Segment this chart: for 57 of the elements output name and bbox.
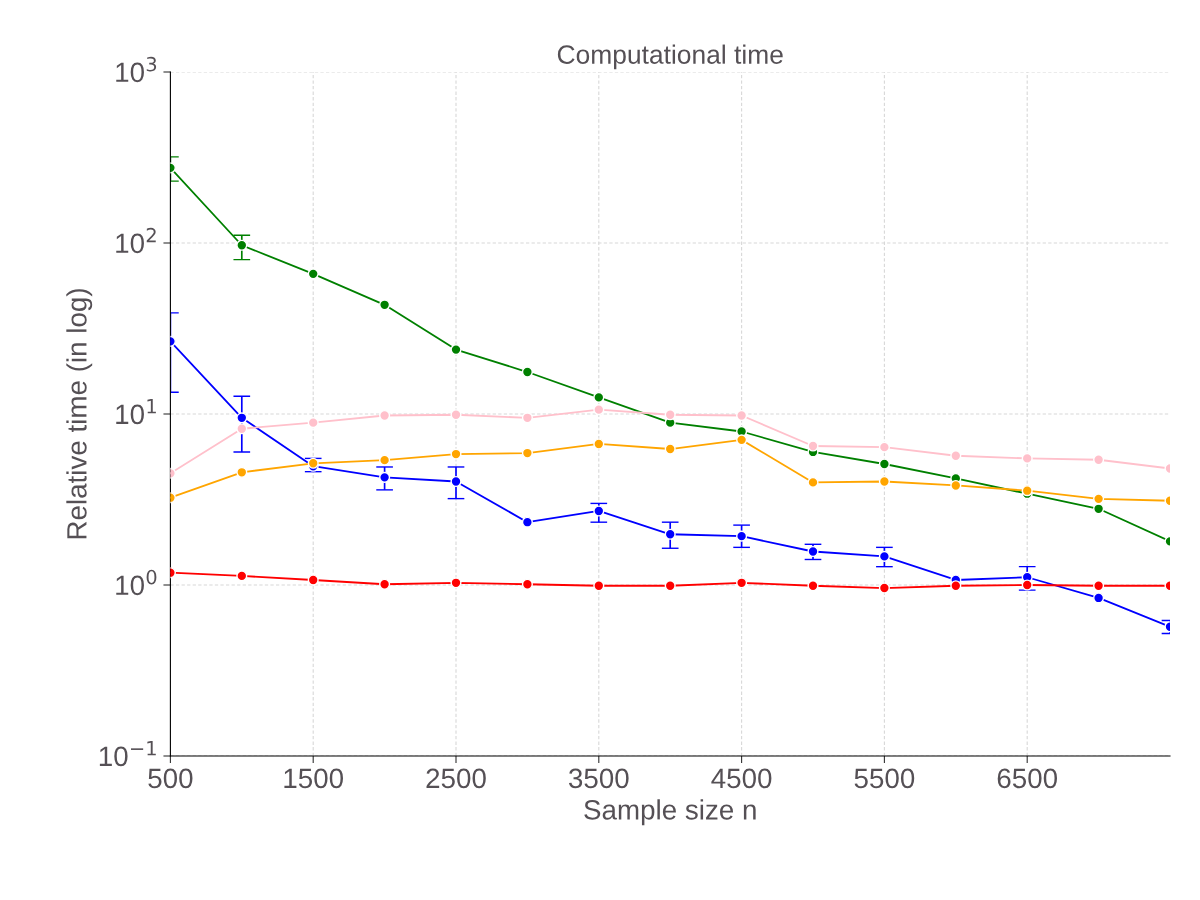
point: [1021, 452, 1033, 464]
point: [521, 447, 533, 459]
point: [736, 530, 748, 542]
x-tick-label: 500: [148, 768, 193, 789]
point: [450, 475, 462, 488]
x-tick-label: 2500: [426, 768, 486, 789]
point: [379, 471, 391, 483]
y-tick-label: 10$^{3}$: [116, 56, 157, 83]
x-tick-label: 3500: [568, 768, 629, 789]
x-tick-label: 1500: [284, 768, 344, 789]
point: [1093, 493, 1105, 505]
point: [450, 409, 462, 421]
point: [521, 578, 533, 590]
point: [450, 448, 462, 460]
point: [450, 577, 462, 589]
point: [593, 404, 605, 416]
point: [307, 417, 319, 429]
point: [379, 578, 391, 590]
y-tick-label: 10$^{1}$: [116, 399, 156, 425]
point: [236, 412, 248, 424]
y-tick-label: 10$^{0}$: [116, 569, 157, 596]
y-tick-label: 10$^{2}$: [116, 227, 156, 254]
y-axis-title: Relative time (in log): [66, 289, 93, 539]
point: [593, 438, 605, 450]
x-tick-label: 5500: [854, 768, 915, 789]
point: [736, 434, 748, 446]
chart-title: Computational time: [557, 44, 783, 70]
point: [736, 577, 748, 589]
point: [807, 476, 819, 488]
point: [593, 505, 605, 517]
point: [878, 475, 890, 488]
point: [521, 516, 533, 528]
x-tick-label: 4500: [711, 768, 772, 789]
point: [878, 582, 890, 594]
point: [236, 423, 248, 435]
point: [950, 479, 962, 492]
x-tick-label: 6500: [997, 768, 1058, 789]
point: [593, 391, 605, 403]
point: [807, 440, 819, 452]
point: [450, 344, 462, 356]
point: [664, 528, 676, 540]
point: [878, 458, 890, 470]
point: [307, 268, 319, 280]
point: [379, 454, 391, 466]
point: [664, 409, 676, 421]
point: [664, 443, 676, 455]
point: [236, 466, 248, 478]
point: [878, 441, 890, 453]
x-axis-title: Sample size n: [584, 799, 756, 826]
point: [521, 366, 533, 378]
point: [736, 409, 748, 422]
point: [236, 239, 248, 251]
point: [878, 550, 890, 562]
point: [807, 545, 819, 558]
point: [307, 574, 319, 586]
y-tick-label: 10$^{−1}$: [99, 741, 156, 767]
point: [1021, 579, 1033, 591]
